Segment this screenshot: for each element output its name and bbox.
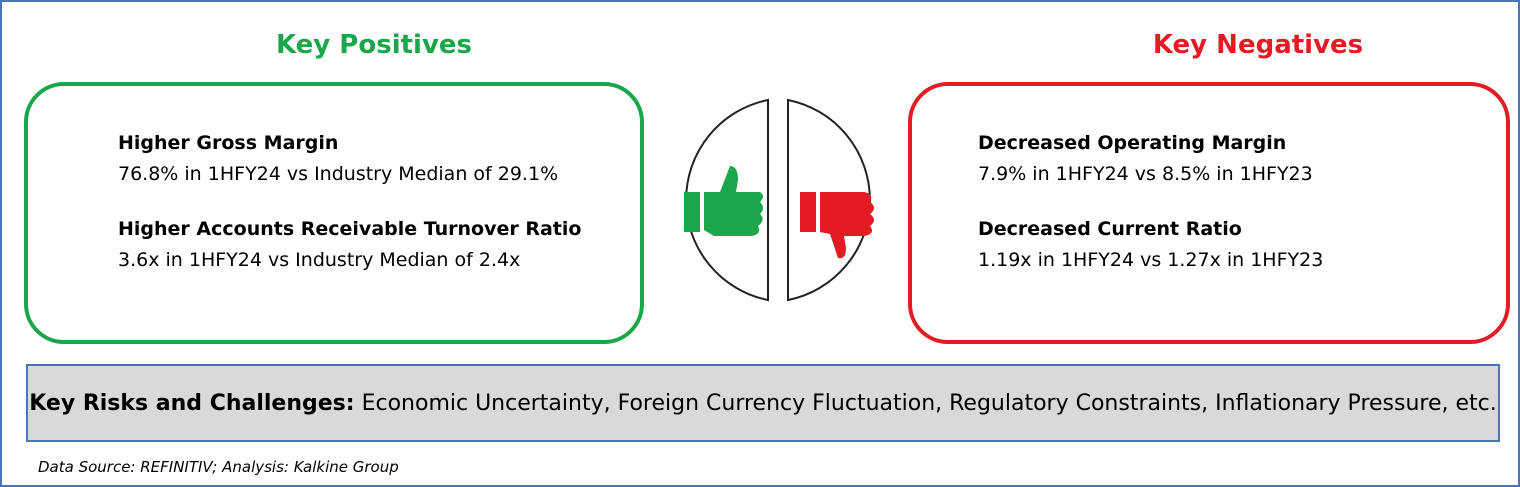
item: Higher Accounts Receivable Turnover Rati… [118, 214, 640, 276]
heading: Decreased Operating Margin [978, 132, 1287, 154]
detail: 76.8% in 1HFY24 vs Industry Median of 29… [118, 163, 559, 185]
heading: Higher Accounts Receivable Turnover Rati… [118, 218, 582, 240]
negatives-box: Decreased Operating Margin 7.9% in 1HFY24… [908, 82, 1510, 344]
positives-title: Key Positives [275, 30, 473, 60]
risks-bar: Key Risks and Challenges: Economic Uncer… [26, 364, 1500, 442]
positives-box: Higher Gross Margin 76.8% in 1HFY24 vs In… [24, 82, 644, 344]
item: Higher Gross Margin 76.8% in 1HFY24 vs In… [118, 128, 640, 190]
thumbs-icon [684, 98, 874, 302]
item: Decreased Current Ratio 1.19x in 1HFY24 v… [978, 214, 1506, 276]
heading: Decreased Current Ratio [978, 218, 1242, 240]
detail: 7.9% in 1HFY24 vs 8.5% in 1HFY23 [978, 163, 1313, 185]
source: Data Source: REFINITIV; Analysis: Kalkin… [38, 458, 399, 476]
negatives-title: Key Negatives [1152, 30, 1364, 60]
detail: 3.6x in 1HFY24 vs Industry Median of 2.4… [118, 249, 521, 271]
risks-text: Economic Uncertainty, Foreign Currency F… [361, 391, 1497, 416]
item: Decreased Operating Margin 7.9% in 1HFY24… [978, 128, 1506, 190]
risks-label: Key Risks and Challenges: [29, 391, 355, 416]
heading: Higher Gross Margin [118, 132, 339, 154]
detail: 1.19x in 1HFY24 vs 1.27x in 1HFY23 [978, 249, 1324, 271]
